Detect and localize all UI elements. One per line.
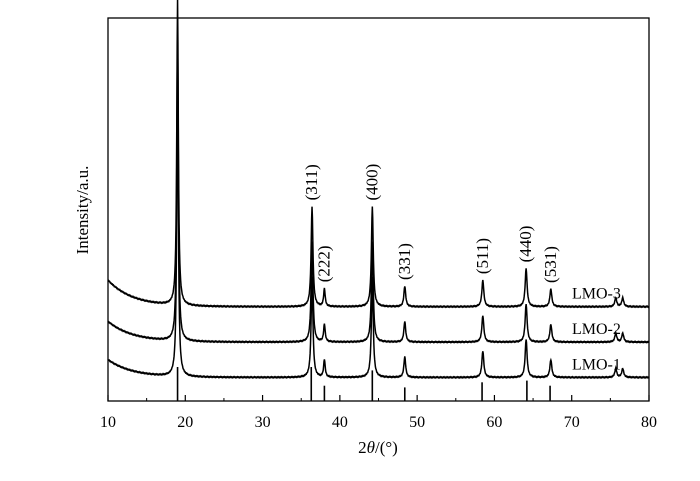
series-line — [107, 69, 650, 380]
x-tick-label: 40 — [332, 414, 348, 431]
plot-frame — [107, 17, 650, 402]
series-group — [107, 0, 650, 380]
x-tick-label: 20 — [177, 414, 193, 431]
peak-labels: (111)(311)(222)(400)(331)(511)(440)(531) — [302, 164, 560, 283]
x-tick-label: 80 — [641, 414, 657, 431]
reference-lines — [176, 367, 551, 401]
series-label: LMO-3 — [572, 286, 621, 303]
x-tick-label: 70 — [564, 414, 580, 431]
series-line — [107, 0, 650, 309]
x-tick-label: 60 — [486, 414, 502, 431]
peak-label: (440) — [516, 226, 535, 263]
series-line — [107, 34, 650, 344]
x-tick-label: 10 — [100, 414, 116, 431]
peak-label: (311) — [302, 164, 321, 200]
peak-label: (222) — [314, 245, 333, 282]
x-tick-label: 30 — [255, 414, 271, 431]
peak-label: (531) — [541, 246, 560, 283]
peak-label: (331) — [395, 243, 414, 280]
series-label: LMO-1 — [572, 356, 621, 373]
peak-label: (511) — [473, 238, 492, 274]
y-axis-label: Intensity/a.u. — [73, 166, 92, 255]
peak-label: (400) — [362, 164, 381, 201]
x-axis-ticks: 10 20 30 40 50 60 70 80 — [100, 395, 657, 431]
x-axis-label: 2θ/(°) — [358, 438, 398, 457]
series-label: LMO-2 — [572, 321, 621, 338]
series-labels: LMO-3 LMO-2 LMO-1 — [572, 286, 621, 374]
x-tick-label: 50 — [409, 414, 425, 431]
